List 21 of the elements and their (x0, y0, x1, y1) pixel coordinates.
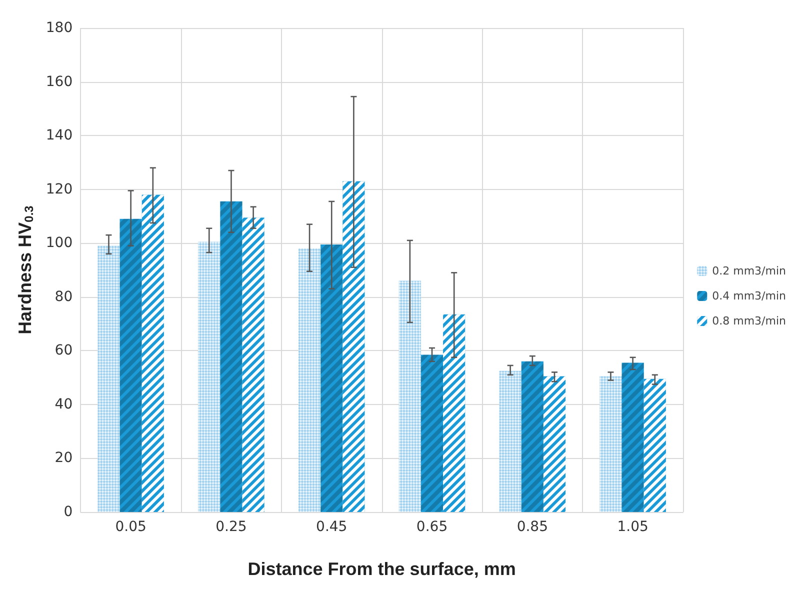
x-axis-title: Distance From the surface, mm (248, 559, 516, 579)
x-tick-label: 0.85 (516, 519, 548, 535)
y-tick-label: 180 (46, 20, 73, 36)
y-tick-label: 40 (54, 396, 73, 412)
x-tick-label: 0.45 (316, 519, 348, 535)
x-tick-label: 1.05 (617, 519, 648, 535)
x-tick-label: 0.65 (416, 519, 448, 535)
y-tick-label: 160 (46, 74, 73, 90)
y-tick-label: 120 (46, 181, 73, 198)
legend-label: 0.8 mm3/min (712, 314, 786, 328)
y-tick-label: 100 (46, 235, 73, 252)
y-tick-label: 140 (46, 128, 73, 144)
y-tick-label: 20 (54, 450, 73, 466)
y-axis-title: Hardness HV0.3 (15, 205, 36, 334)
legend-label: 0.4 mm3/min (712, 290, 786, 302)
x-tick-label: 0.05 (115, 519, 146, 535)
y-tick-label: 60 (54, 342, 73, 359)
y-tick-label: 80 (54, 288, 73, 305)
x-tick-label: 0.25 (216, 519, 247, 535)
legend-label: 0.2 mm3/min (712, 264, 786, 278)
y-tick-label: 0 (64, 504, 73, 520)
